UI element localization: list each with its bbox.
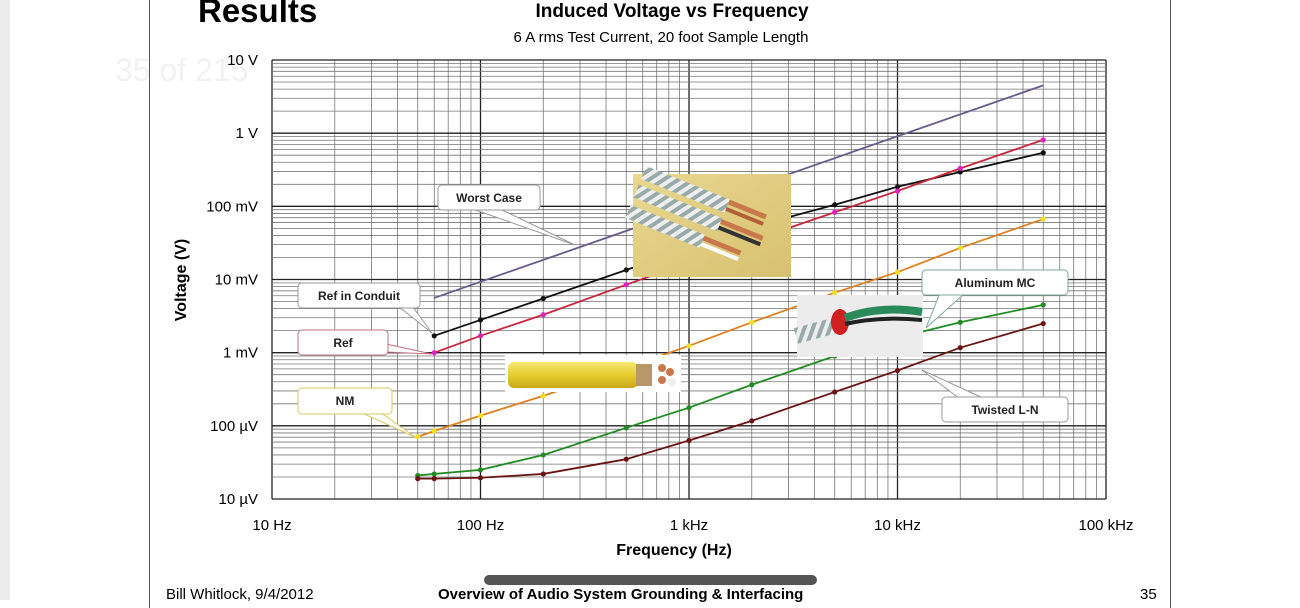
y-tick-label: 10 µV [219,491,259,508]
data-point-ref-in-conduit [1040,150,1046,156]
data-point-twisted-l-n [1040,320,1046,327]
data-point-aluminum-mc [686,405,692,411]
x-axis-label: Frequency (Hz) [616,542,732,559]
y-axis-label: Voltage (V) [173,239,190,321]
data-point-ref [957,165,963,171]
svg-text:NM: NM [336,394,355,408]
footer-author: Bill Whitlock, 9/4/2012 [166,586,314,603]
data-point-ref-in-conduit [894,184,901,190]
data-point-aluminum-mc [623,425,629,431]
data-point-ref-in-conduit [540,295,546,302]
data-point-nm [431,428,437,434]
svg-text:Twisted L-N: Twisted L-N [971,403,1038,417]
data-point-aluminum-mc [431,471,437,477]
svg-text:Ref in Conduit: Ref in Conduit [318,289,400,303]
viewer-side-strip [0,0,10,600]
data-point-aluminum-mc [749,382,755,388]
y-tick-label: 1 mV [223,345,258,362]
y-tick-label: 10 mV [215,272,258,289]
data-point-ref [623,282,629,288]
data-point-ref-in-conduit [957,169,963,175]
data-point-nm [686,343,692,349]
data-point-nm [749,319,755,325]
slide-heading: Results [198,0,317,29]
data-point-twisted-l-n [686,437,692,444]
y-tick-label: 10 V [227,52,258,69]
callout-aluminum-mc: Aluminum MC [921,269,1069,329]
data-point-twisted-l-n [749,418,755,424]
data-point-nm [832,290,838,296]
data-point-aluminum-mc [477,467,484,473]
data-point-aluminum-mc [1040,302,1046,308]
data-point-ref [431,350,437,356]
data-point-nm [1040,216,1046,222]
callout-nm: NM [297,387,416,438]
data-point-ref [540,312,546,318]
mc-cable-photo [625,165,791,277]
data-point-nm [540,393,546,399]
data-point-ref-in-conduit [477,317,484,323]
x-tick-label: 100 kHz [1078,517,1133,534]
data-point-ref [1040,137,1046,143]
nm-cable-photo [505,355,681,392]
data-point-ref-in-conduit [431,333,437,339]
y-tick-label: 1 V [235,125,258,142]
data-point-twisted-l-n [415,476,421,482]
data-point-twisted-l-n [832,389,838,395]
chart-title: Induced Voltage vs Frequency [535,1,809,22]
callout-ref: Ref [297,329,433,356]
data-point-ref [477,333,484,339]
data-point-ref-in-conduit [832,202,838,208]
data-point-nm [477,412,484,419]
footer-title: Overview of Audio System Grounding & Int… [438,586,804,603]
data-point-nm [415,434,421,440]
data-point-twisted-l-n [894,367,901,374]
x-tick-label: 1 kHz [670,517,708,534]
data-point-twisted-l-n [623,456,629,462]
y-tick-label: 100 µV [210,418,258,435]
callout-ref-in-conduit: Ref in Conduit [297,282,433,334]
x-tick-label: 100 Hz [457,517,505,534]
footer-page-number: 35 [1140,586,1157,603]
chart-subtitle: 6 A rms Test Current, 20 foot Sample Len… [514,29,809,46]
svg-text:Ref: Ref [333,336,353,350]
data-point-twisted-l-n [957,345,963,351]
data-point-ref [832,209,838,215]
data-point-twisted-l-n [540,471,546,477]
data-point-aluminum-mc [957,319,963,325]
page-indicator: 35 of 215 [115,52,249,88]
data-point-nm [894,269,901,275]
horizontal-scrollbar[interactable] [484,575,817,585]
data-point-ref-in-conduit [623,267,629,273]
callout-twisted-l-n: Twisted L-N [921,369,1069,423]
tick-labels: 10 Hz 100 Hz 1 kHz 10 kHz 100 kHz 10 V 1 V 100 … [206,52,1133,534]
aluminum-mc-photo [793,295,923,357]
svg-text:Aluminum MC: Aluminum MC [955,276,1036,290]
x-tick-label: 10 Hz [252,517,291,534]
svg-text:Worst Case: Worst Case [456,191,522,205]
data-point-nm [957,245,963,251]
y-tick-label: 100 mV [206,198,258,215]
callout-worst-case: Worst Case [437,184,576,246]
data-point-aluminum-mc [540,452,546,458]
data-point-ref [894,188,901,194]
data-point-twisted-l-n [477,475,484,481]
data-point-twisted-l-n [431,476,437,482]
x-tick-label: 10 kHz [874,517,921,534]
